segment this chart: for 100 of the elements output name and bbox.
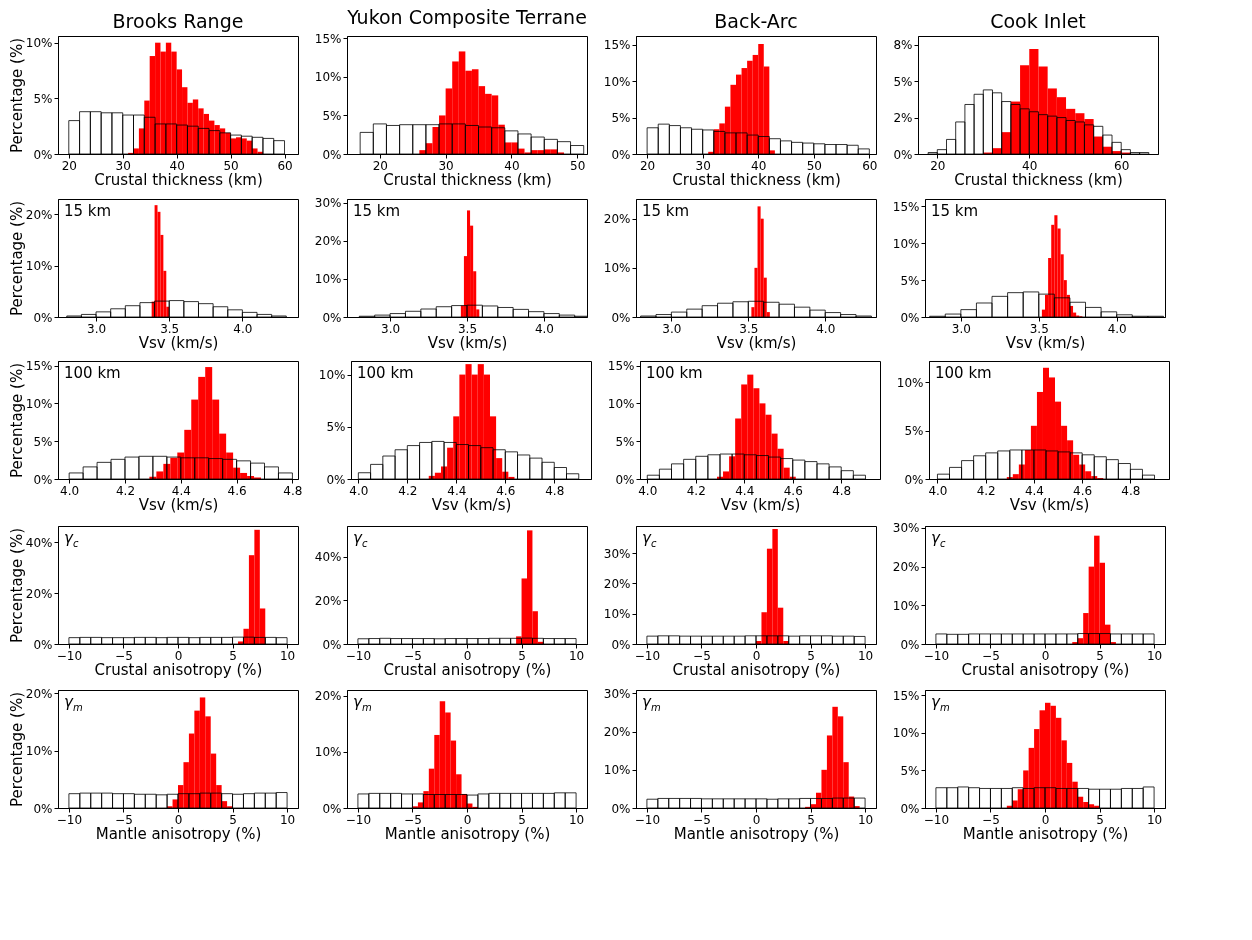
y-tick-label: 10% <box>25 259 53 274</box>
x-tick-label: 5 <box>1096 648 1104 663</box>
y-tick-label: 10% <box>892 236 920 251</box>
x-axis-title: Vsv (km/s) <box>138 333 219 352</box>
x-tick-label: 0 <box>463 812 472 827</box>
x-tick-label: 20 <box>372 158 389 173</box>
x-tick-label: 40 <box>504 158 520 173</box>
y-tick-label: 20% <box>314 234 342 249</box>
y-tick-label: 5% <box>900 763 920 778</box>
x-tick-label: 4.0 <box>1107 321 1127 336</box>
y-tick-label: 10% <box>603 261 631 276</box>
y-tick-label: 0% <box>33 147 53 162</box>
x-tick-label: 4.8 <box>545 483 565 498</box>
y-tick-label: 0% <box>893 147 913 162</box>
y-tick-label: 10% <box>603 74 631 89</box>
x-tick-label: 3.5 <box>457 321 478 336</box>
y-tick-label: 15% <box>314 31 342 46</box>
x-tick-label: 10 <box>279 648 296 663</box>
x-axis-title: Mantle anisotropy (%) <box>673 824 840 843</box>
y-tick-label: 20% <box>25 686 53 701</box>
x-tick-label: 0 <box>174 812 183 827</box>
y-tick-label: 40% <box>25 535 53 550</box>
x-tick-label: −5 <box>693 812 711 827</box>
y-tick-label: 15% <box>25 359 53 374</box>
y-tick-label: 5% <box>904 424 924 439</box>
x-tick-label: −10 <box>923 812 950 827</box>
x-tick-label: 4.4 <box>171 483 191 498</box>
annotation: 15 km <box>931 202 979 220</box>
y-tick-label: 30% <box>603 686 631 701</box>
x-tick-label: −5 <box>982 812 1000 827</box>
x-tick-label: 50 <box>223 158 239 173</box>
y-tick-label: 15% <box>892 199 920 214</box>
x-tick-label: −5 <box>115 648 133 663</box>
x-tick-label: 3.0 <box>951 321 971 336</box>
x-tick-label: 10 <box>857 648 874 663</box>
x-tick-label: 0 <box>174 648 183 663</box>
annotation: 100 km <box>64 364 121 382</box>
x-axis-title: Vsv (km/s) <box>1009 495 1090 514</box>
x-tick-label: 4.8 <box>832 483 852 498</box>
x-tick-label: 5 <box>229 812 237 827</box>
x-tick-label: 3.5 <box>1029 321 1049 336</box>
x-tick-label: 4.6 <box>227 483 247 498</box>
x-tick-label: 40 <box>751 158 767 173</box>
x-tick-label: 4.2 <box>115 483 136 498</box>
x-axis-title: Crustal anisotropy (%) <box>672 660 841 679</box>
x-tick-label: 4.2 <box>976 483 996 498</box>
y-tick-label: 0% <box>326 472 346 487</box>
annotation: 100 km <box>646 364 703 382</box>
y-tick-label: 5% <box>326 420 346 435</box>
x-tick-label: −10 <box>56 812 83 827</box>
y-tick-label: 10% <box>607 396 635 411</box>
y-tick-label: 5% <box>611 111 631 126</box>
x-tick-label: 30 <box>438 158 454 173</box>
x-tick-label: 3.0 <box>381 321 401 336</box>
x-tick-label: 50 <box>806 158 822 173</box>
x-tick-label: 4.0 <box>638 483 658 498</box>
chart-title: Yukon Composite Terrane <box>346 6 587 29</box>
y-tick-label: 0% <box>611 801 631 816</box>
y-axis-title: Percentage (%) <box>7 527 26 644</box>
x-tick-label: 60 <box>862 158 878 173</box>
y-tick-label: 10% <box>25 396 53 411</box>
y-tick-label: 10% <box>314 272 342 287</box>
y-tick-label: 30% <box>892 521 920 536</box>
y-tick-label: 0% <box>322 801 342 816</box>
y-tick-label: 10% <box>603 763 631 778</box>
x-tick-label: 0 <box>752 648 761 663</box>
y-tick-label: 10% <box>603 607 631 622</box>
x-tick-label: 5 <box>1096 812 1104 827</box>
x-axis-title: Vsv (km/s) <box>720 495 801 514</box>
x-tick-label: −5 <box>404 648 422 663</box>
y-tick-label: 5% <box>322 108 342 123</box>
x-axis-title: Mantle anisotropy (%) <box>962 824 1129 843</box>
y-tick-label: 20% <box>603 212 631 227</box>
x-axis-title: Crustal thickness (km) <box>672 170 841 189</box>
x-tick-label: 20 <box>61 158 77 173</box>
y-tick-label: 8% <box>893 38 913 53</box>
x-tick-label: 4.0 <box>60 483 80 498</box>
y-tick-label: 0% <box>900 310 920 325</box>
x-tick-label: −10 <box>345 812 372 827</box>
annotation: 15 km <box>64 202 112 220</box>
x-tick-label: −10 <box>923 648 950 663</box>
y-tick-label: 0% <box>322 637 342 652</box>
y-axis-title: Percentage (%) <box>7 200 26 317</box>
x-axis-title: Crustal anisotropy (%) <box>383 660 552 679</box>
y-tick-label: 0% <box>322 310 342 325</box>
x-tick-label: 4.2 <box>686 483 706 498</box>
x-tick-label: 5 <box>518 812 526 827</box>
y-tick-label: 5% <box>33 91 53 106</box>
x-tick-label: 60 <box>277 158 293 173</box>
y-tick-label: 0% <box>615 472 635 487</box>
x-axis-title: Vsv (km/s) <box>138 495 219 514</box>
x-tick-label: 20 <box>930 158 946 173</box>
y-tick-label: 0% <box>33 801 53 816</box>
x-tick-label: 3.5 <box>160 321 180 336</box>
x-tick-label: 40 <box>169 158 185 173</box>
x-tick-label: 0 <box>463 648 472 663</box>
x-tick-label: 4.0 <box>349 483 369 498</box>
x-tick-label: 4.0 <box>816 321 836 336</box>
x-axis-title: Mantle anisotropy (%) <box>95 824 262 843</box>
x-tick-label: 4.4 <box>447 483 467 498</box>
